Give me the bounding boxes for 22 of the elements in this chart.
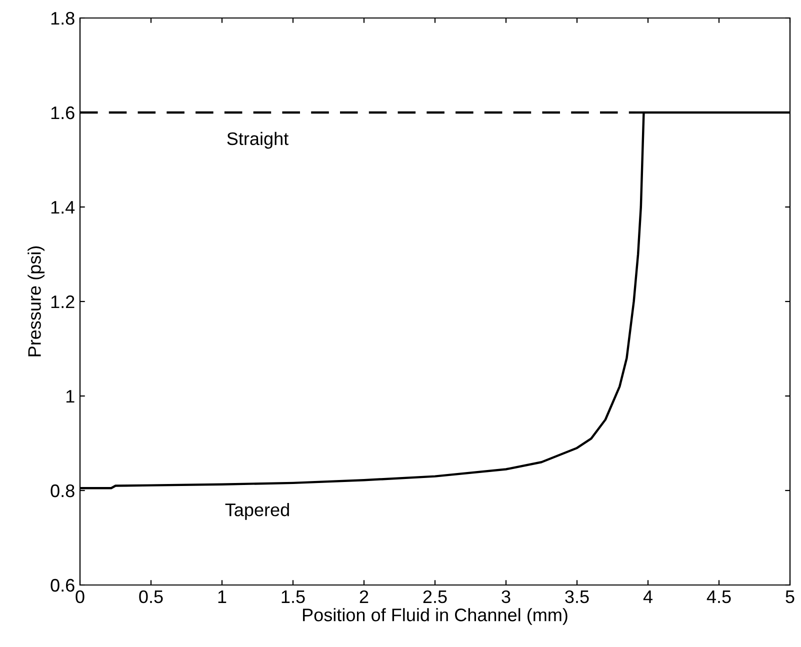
- y-tick-label: 1.4: [51, 201, 75, 214]
- x-tick-label: 0: [76, 590, 84, 604]
- y-tick-label: 1.2: [51, 295, 74, 308]
- x-tick-label: 4.5: [706, 590, 731, 604]
- x-tick-label: 3: [502, 590, 510, 604]
- y-tick-label: 0.8: [50, 484, 74, 498]
- x-tick-label: 4: [643, 590, 652, 603]
- x-tick-label: 1: [218, 590, 226, 603]
- y-tick-label: 1: [66, 390, 74, 403]
- y-tick-label: 1.6: [51, 106, 74, 120]
- series-label: Straight: [227, 132, 288, 149]
- x-tick-label: 5: [786, 590, 794, 604]
- y-tick-label: 1.8: [51, 12, 74, 25]
- x-axis-title: Position of Fluid in Channel (mm): [303, 608, 568, 625]
- x-tick-label: 0.5: [139, 590, 163, 604]
- x-tick-label: 1.5: [282, 590, 305, 604]
- series-label: Tapered: [225, 503, 289, 520]
- y-tick-label: 0.6: [50, 578, 74, 592]
- x-tick-label: 2: [360, 590, 368, 603]
- x-tick-label: 3.5: [565, 590, 589, 604]
- x-tick-label: 2.5: [423, 590, 447, 604]
- y-axis-title: Pressure (psi): [28, 246, 44, 356]
